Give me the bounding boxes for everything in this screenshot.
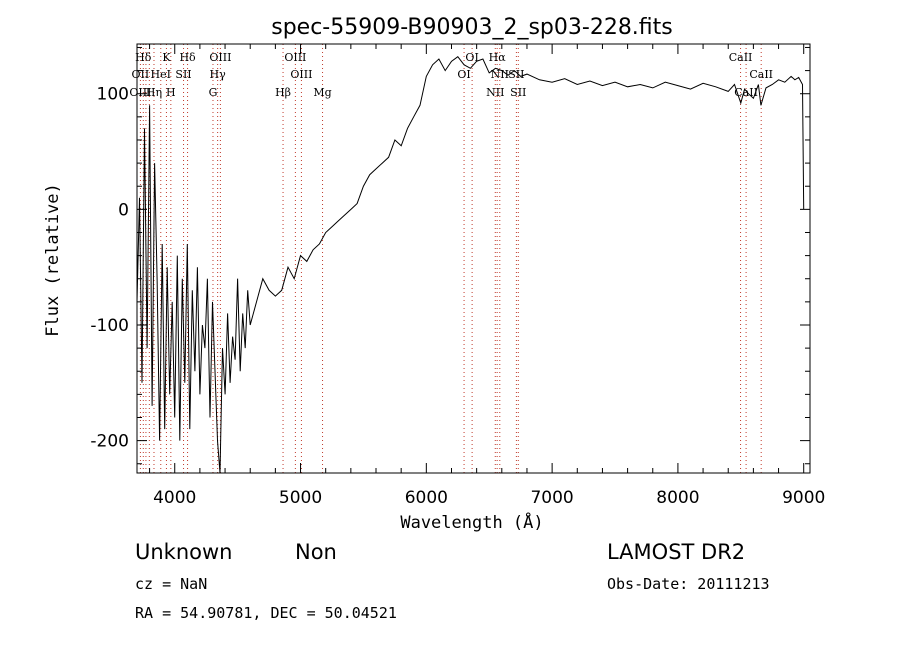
spectral-line-label: SII [175, 68, 191, 81]
spectral-line-label: Mg [313, 86, 331, 99]
plot-frame [136, 43, 811, 474]
spectral-line-label: OIII [129, 86, 151, 99]
spectrum-line [136, 56, 805, 474]
x-tick-label: 7000 [530, 488, 573, 508]
spectral-line-label: OIII [209, 51, 231, 64]
spectral-line-label: OII [132, 68, 150, 81]
spectral-line-label: OIII [290, 68, 312, 81]
x-axis-label: Wavelength (Å) [400, 511, 543, 533]
chart-title: spec-55909-B90903_2_sp03-228.fits [271, 15, 673, 40]
spectral-line-label: H [166, 86, 176, 99]
spectral-line-label: Hγ [210, 68, 227, 81]
spectral-line-label: SII [508, 68, 524, 81]
spectral-line-markers [139, 44, 762, 473]
spectral-line-label: Hα [489, 51, 507, 64]
x-tick-label: 5000 [279, 488, 322, 508]
x-axis-ticks: 4000 5000 6000 7000 8000 9000 [149, 44, 825, 508]
spectral-line-labels: Hδ K Hδ OIII OIII OI Hα CaII OII HeI SII Hγ OIII OI NI… [129, 51, 773, 99]
spectral-line-label: Hδ [179, 51, 196, 64]
spectral-line-label: NII [486, 86, 504, 99]
spectral-line-label: SII [510, 86, 526, 99]
redshift-cz: cz = NaN [135, 575, 208, 593]
y-tick-label: -200 [90, 432, 129, 452]
spectral-line-label: G [209, 86, 218, 99]
y-tick-label: 0 [118, 200, 129, 220]
x-tick-label: 8000 [656, 488, 699, 508]
x-tick-label: 9000 [782, 488, 825, 508]
spectral-line-label: CaII [729, 51, 753, 64]
spectral-line-label: OI [457, 68, 470, 81]
spectral-line-label: HeI [151, 68, 171, 81]
spectral-subclass: Non [295, 540, 337, 564]
spectral-class: Unknown [135, 540, 233, 564]
observation-date: Obs-Date: 20111213 [607, 575, 770, 593]
spectral-line-label: CaII [734, 86, 758, 99]
spectral-line-label: Hη [146, 86, 162, 99]
spectral-line-label: NII [491, 68, 509, 81]
x-tick-label: 4000 [153, 488, 196, 508]
y-tick-label: 100 [97, 85, 129, 105]
x-tick-label: 6000 [405, 488, 448, 508]
spectral-line-label: K [162, 51, 171, 64]
y-axis-label: Flux (relative) [43, 183, 63, 337]
spectral-line-label: OI [465, 51, 478, 64]
spectral-line-label: CaII [749, 68, 773, 81]
y-tick-label: -100 [90, 316, 129, 336]
spectral-line-label: OIII [284, 51, 306, 64]
survey-name: LAMOST DR2 [607, 540, 746, 564]
y-axis-ticks: -200 -100 0 100 [90, 46, 810, 465]
spectral-line-label: Hδ [135, 51, 152, 64]
spectral-line-label: Hβ [275, 86, 291, 99]
coordinates: RA = 54.90781, DEC = 50.04521 [135, 604, 397, 622]
